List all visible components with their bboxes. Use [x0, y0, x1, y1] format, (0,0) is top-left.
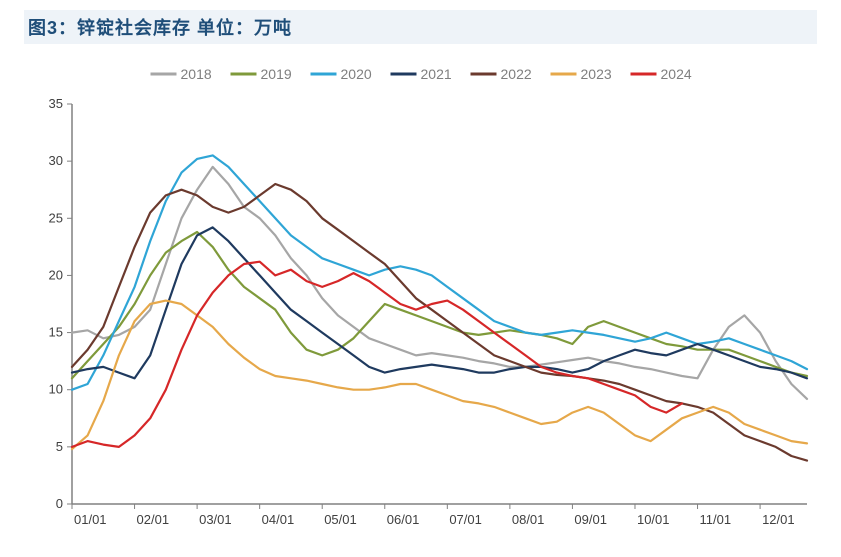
legend-label-2020: 2020: [341, 66, 372, 82]
x-tick-label: 07/01: [449, 512, 482, 527]
x-tick-label: 11/01: [700, 512, 732, 527]
x-tick-label: 04/01: [262, 512, 295, 527]
series-2024: [72, 262, 682, 447]
y-tick-label: 5: [56, 439, 63, 454]
x-tick-label: 02/01: [137, 512, 170, 527]
legend-label-2024: 2024: [661, 66, 692, 82]
y-tick-label: 10: [49, 382, 63, 397]
legend-label-2021: 2021: [421, 66, 452, 82]
chart-title: 图3：锌锭社会库存 单位：万吨: [28, 14, 292, 40]
chart-svg: 2018 2019 2020 2021 2022 2023 2024 0 5 10 15 20 25 30…: [24, 54, 817, 544]
legend-label-2018: 2018: [181, 66, 212, 82]
y-tick-label: 15: [49, 325, 63, 340]
series-2022: [72, 184, 807, 461]
x-tick-label: 12/01: [762, 512, 795, 527]
x-tick-label: 06/01: [387, 512, 420, 527]
series-2018: [72, 167, 807, 399]
y-tick-label: 20: [49, 267, 63, 282]
line-chart: 2018 2019 2020 2021 2022 2023 2024 0 5 10 15 20 25 30…: [24, 54, 817, 544]
x-tick-label: 01/01: [74, 512, 107, 527]
y-tick-label: 25: [49, 210, 63, 225]
x-tick-label: 03/01: [199, 512, 232, 527]
x-tick-label: 05/01: [324, 512, 357, 527]
y-tick-label: 30: [49, 153, 63, 168]
x-tick-label: 10/01: [637, 512, 670, 527]
chart-title-bar: 图3：锌锭社会库存 单位：万吨: [24, 10, 817, 44]
y-tick-label: 35: [49, 96, 63, 111]
x-tick-label: 08/01: [512, 512, 545, 527]
y-tick-label: 0: [56, 496, 63, 511]
legend-label-2023: 2023: [581, 66, 612, 82]
x-tick-label: 09/01: [574, 512, 607, 527]
legend-label-2019: 2019: [261, 66, 292, 82]
legend-label-2022: 2022: [501, 66, 532, 82]
